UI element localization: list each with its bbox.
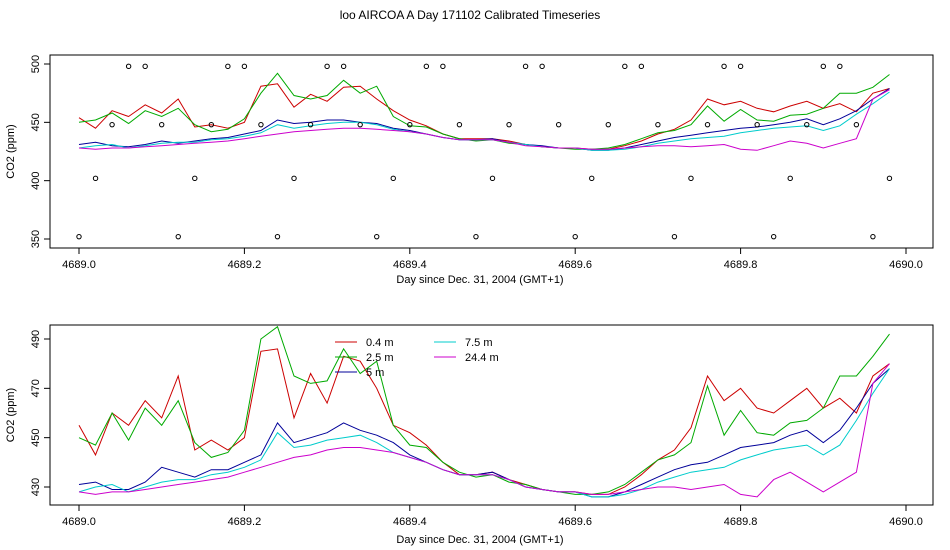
data-point-marker (241, 63, 248, 70)
data-point-marker (622, 63, 628, 70)
series-line-24-4-m (78, 89, 890, 151)
data-point-marker (142, 63, 148, 70)
data-point-marker (787, 175, 793, 182)
data-point-marker (688, 175, 694, 182)
data-point-marker (506, 121, 512, 128)
data-point-marker (125, 63, 132, 70)
y-tick-label: 350 (30, 230, 42, 248)
y-tick-label: 490 (30, 330, 42, 348)
data-point-marker (258, 121, 264, 128)
plot-area (76, 63, 893, 240)
y-tick-label: 470 (30, 379, 42, 397)
x-axis-title: Day since Dec. 31, 2004 (GMT+1) (396, 534, 563, 546)
chart-title: loo AIRCOA A Day 171102 Calibrated Times… (339, 8, 601, 22)
data-point-marker (589, 175, 595, 182)
series-line-0-4-m (78, 348, 890, 495)
data-point-marker (555, 121, 562, 128)
data-point-marker (572, 233, 578, 240)
series-line-7-5-m (78, 368, 890, 498)
x-tick-label: 4689.2 (228, 259, 262, 271)
chart-panel-2: 4689.0 4689.2 4689.4 4689.6 4689.8 4690.0 430 4… (5, 324, 934, 546)
data-point-marker (605, 121, 611, 128)
data-point-marker (754, 121, 760, 128)
data-point-marker (407, 121, 413, 128)
y-axis-title: CO2 (ppm) (5, 388, 17, 442)
data-point-marker (175, 233, 181, 240)
x-tick-label: 4689.4 (393, 259, 427, 271)
plot-area (78, 325, 890, 498)
y-tick-label: 450 (30, 428, 42, 446)
x-tick-label: 4690.0 (889, 516, 923, 528)
data-point-marker (820, 63, 826, 70)
data-point-marker (340, 63, 347, 70)
legend-label: 7.5 m (465, 337, 493, 349)
data-point-marker (870, 233, 876, 240)
data-point-marker (655, 121, 661, 128)
data-point-marker (539, 63, 545, 70)
data-point-marker (456, 121, 463, 128)
x-tick-label: 4689.0 (62, 516, 96, 528)
series-line-2-5-m (78, 325, 890, 495)
data-point-marker (737, 63, 744, 70)
data-point-marker (837, 63, 843, 70)
data-point-marker (159, 121, 165, 128)
data-point-marker (390, 175, 396, 182)
legend-label: 24.4 m (465, 352, 499, 364)
chart-panel-1: 4689.0 4689.2 4689.4 4689.6 4689.8 4690.0 350 4… (5, 54, 934, 286)
x-tick-label: 4689.4 (393, 516, 427, 528)
data-point-marker (804, 121, 810, 128)
y-tick-label: 430 (30, 478, 42, 496)
x-axis-title: Day since Dec. 31, 2004 (GMT+1) (396, 274, 563, 286)
data-point-marker (770, 233, 777, 240)
series-line-0-4-m (78, 83, 890, 150)
y-tick-label: 450 (30, 113, 42, 131)
series-line-24-4-m (78, 363, 890, 498)
x-tick-label: 4689.6 (558, 516, 592, 528)
x-tick-label: 4689.2 (228, 516, 262, 528)
x-tick-label: 4689.8 (724, 259, 758, 271)
legend-label: 2.5 m (366, 352, 394, 364)
data-point-marker (192, 175, 198, 182)
series-line-5-m (78, 368, 890, 498)
x-tick-label: 4689.0 (62, 259, 96, 271)
data-point-marker (307, 121, 314, 128)
data-point-marker (109, 121, 115, 128)
legend-label: 0.4 m (366, 337, 394, 349)
y-tick-label: 500 (30, 55, 42, 73)
legend-label: 5 m (366, 367, 384, 379)
data-point-marker (76, 233, 82, 240)
data-point-marker (274, 233, 281, 240)
data-point-marker (440, 63, 446, 70)
data-point-marker (324, 63, 330, 70)
plot-frame (49, 54, 934, 249)
y-tick-label: 400 (30, 171, 42, 189)
data-point-marker (374, 233, 380, 240)
x-tick-label: 4690.0 (889, 259, 923, 271)
data-point-marker (423, 63, 430, 70)
x-tick-label: 4689.6 (558, 259, 592, 271)
data-point-marker (473, 233, 479, 240)
data-point-marker (208, 121, 215, 128)
plot-frame (49, 324, 934, 506)
data-point-marker (291, 175, 297, 182)
data-point-marker (522, 63, 529, 70)
series-line-2-5-m (78, 72, 890, 150)
data-point-marker (489, 175, 496, 182)
data-point-marker (357, 121, 363, 128)
data-point-marker (671, 233, 678, 240)
y-axis-title: CO2 (ppm) (5, 124, 17, 178)
data-point-marker (225, 63, 231, 70)
data-point-marker (721, 63, 727, 70)
data-point-marker (886, 175, 893, 182)
data-point-marker (704, 121, 711, 128)
x-tick-label: 4689.8 (724, 516, 758, 528)
data-point-marker (853, 121, 860, 128)
data-point-marker (638, 63, 645, 70)
series-line-5-m (78, 88, 890, 151)
data-point-marker (92, 175, 99, 182)
